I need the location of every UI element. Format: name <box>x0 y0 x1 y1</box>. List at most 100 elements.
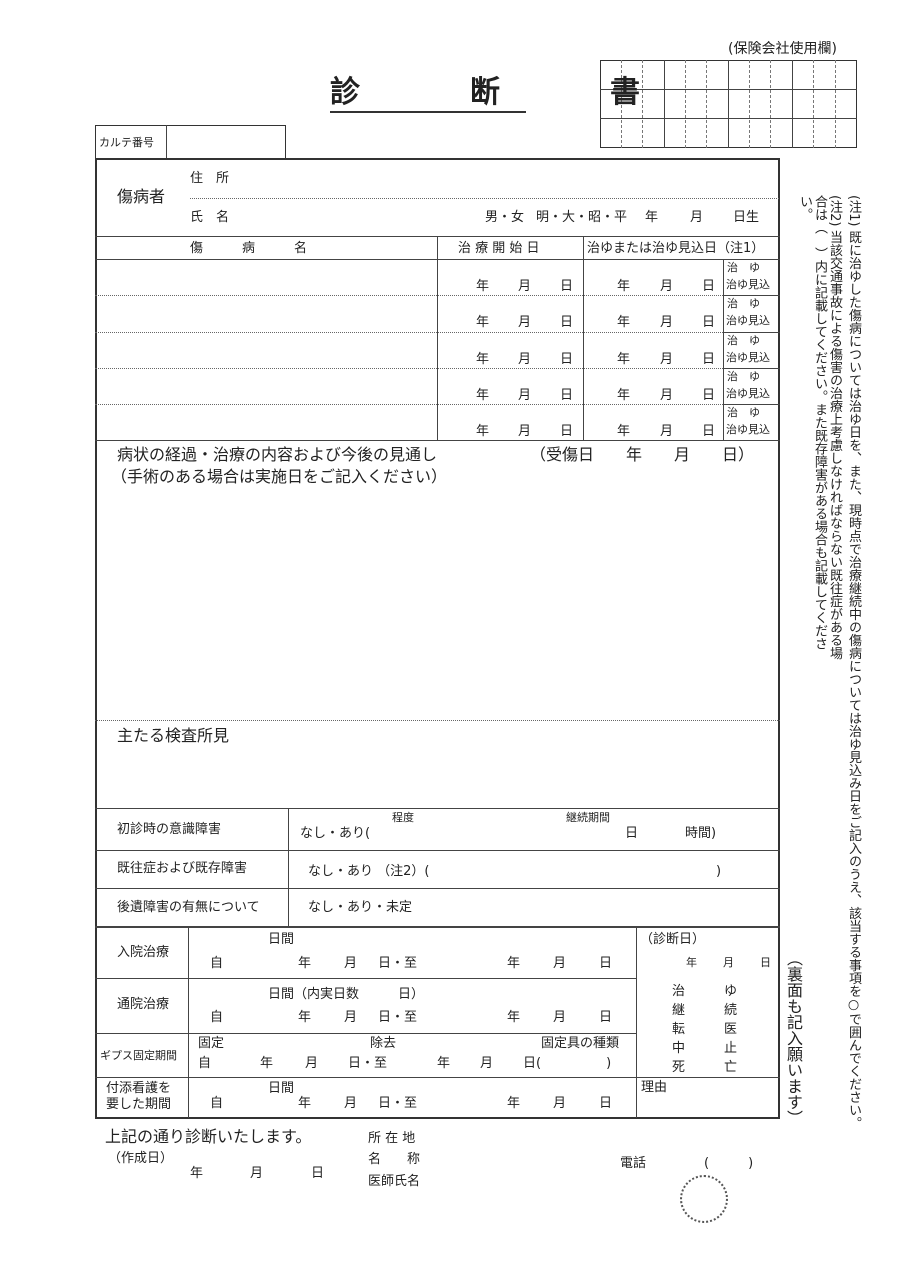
period-m: 月 <box>344 956 358 971</box>
period-y: 年 <box>507 1096 521 1111</box>
cast-from: 自 <box>198 1056 212 1071</box>
period-d: 日 <box>599 1096 613 1111</box>
outcome-options[interactable]: 治 ゆ継 続転 医中 止死 亡 <box>672 984 738 1075</box>
period-d: 日 <box>599 1010 613 1025</box>
seal-mark <box>680 1175 728 1223</box>
name-label: 氏 名 <box>190 210 230 225</box>
cure-option-expected[interactable]: 治ゆ見込 <box>726 387 770 400</box>
date-m: 月 <box>660 424 674 439</box>
injury-name-field[interactable] <box>100 414 430 430</box>
cure-option-cured[interactable]: 治 ゆ <box>727 297 760 310</box>
row-divider <box>723 368 780 369</box>
prior-label: 既往症および既存障害 <box>117 861 248 876</box>
sequelae-label: 後遺障害の有無について <box>117 900 260 915</box>
injury-name-field[interactable] <box>100 342 430 358</box>
date-d: 日 <box>702 352 716 367</box>
period-m: 月 <box>553 956 567 971</box>
back-side-note: （裏面も記入願います） <box>784 950 803 1126</box>
cure-option-expected[interactable]: 治ゆ見込 <box>726 314 770 327</box>
cast-y2: 年 <box>437 1056 451 1071</box>
reason-label: 理由 <box>641 1080 668 1095</box>
page-title: 診 断 書 <box>330 75 680 110</box>
cure-option-expected[interactable]: 治ゆ見込 <box>726 278 770 291</box>
date-m: 月 <box>518 315 532 330</box>
cure-option-cured[interactable]: 治 ゆ <box>727 370 760 383</box>
nursing-label: 付添看護を <box>106 1081 172 1096</box>
treatment-start-header: 治 療 開 始 日 <box>458 241 540 256</box>
injury-name-field[interactable] <box>100 378 430 394</box>
exam-findings-label: 主たる検査所見 <box>117 726 230 745</box>
sequelae-options[interactable]: なし・あり・未定 <box>308 900 413 915</box>
period-m: 月 <box>344 1096 358 1111</box>
cure-option-expected[interactable]: 治ゆ見込 <box>726 351 770 364</box>
phone-label: 電話 <box>620 1156 647 1171</box>
sex-options[interactable]: 男・女 <box>485 210 525 225</box>
date-d: 日 <box>702 315 716 330</box>
date-m: 月 <box>660 352 674 367</box>
period-to: 日・至 <box>378 1010 418 1025</box>
note-2: (注2) 当該交通事故による傷害の治療上考慮しなければならない既往症がある場合は… <box>797 195 842 660</box>
injury-date: （受傷日 年 月 日） <box>530 445 755 464</box>
date-d: 日 <box>560 315 574 330</box>
clinic-address-label: 所 在 地 <box>368 1131 416 1146</box>
date-y: 年 <box>617 279 631 294</box>
injury-name-header: 傷 病 名 <box>190 241 308 256</box>
date-y: 年 <box>476 424 490 439</box>
diag-m: 月 <box>723 956 734 969</box>
period-to: 日・至 <box>378 956 418 971</box>
date-y: 年 <box>617 352 631 367</box>
row-divider <box>723 295 780 296</box>
row-divider <box>95 368 723 369</box>
period-y: 年 <box>298 956 312 971</box>
cast-m2: 月 <box>480 1056 494 1071</box>
cast-to: 日・至 <box>348 1056 388 1071</box>
cast-type: 固定具の種類 <box>541 1036 620 1051</box>
period-d: 日 <box>599 956 613 971</box>
phone-field[interactable]: ( ) <box>704 1156 754 1171</box>
date-m: 月 <box>518 352 532 367</box>
statement: 上記の通り診断いたします。 <box>105 1127 312 1146</box>
period-y: 年 <box>298 1096 312 1111</box>
created-d: 日 <box>311 1166 325 1181</box>
date-d: 日 <box>560 424 574 439</box>
cure-option-cured[interactable]: 治 ゆ <box>727 261 760 274</box>
date-y: 年 <box>476 279 490 294</box>
consciousness-options[interactable]: なし・あり( <box>300 826 371 841</box>
nursing-label-2: 要した期間 <box>106 1097 172 1112</box>
date-m: 月 <box>518 388 532 403</box>
created-y: 年 <box>190 1166 204 1181</box>
diag-d: 日 <box>760 956 771 969</box>
cure-option-cured[interactable]: 治 ゆ <box>727 406 760 419</box>
birth-year: 年 <box>645 210 659 225</box>
created-label: （作成日） <box>108 1151 174 1166</box>
cast-remove: 除去 <box>370 1036 397 1051</box>
prior-options[interactable]: なし・あり （注2）( <box>308 864 430 879</box>
cast-m1: 月 <box>305 1056 319 1071</box>
injury-name-field[interactable] <box>100 269 430 285</box>
cast-y1: 年 <box>260 1056 274 1071</box>
era-options[interactable]: 明・大・昭・平 <box>536 210 628 225</box>
nursing-days: 日間 <box>268 1081 295 1096</box>
outpatient-label: 通院治療 <box>117 997 170 1012</box>
period-from: 自 <box>210 956 224 971</box>
period-from: 自 <box>210 1096 224 1111</box>
date-m: 月 <box>660 279 674 294</box>
date-y: 年 <box>476 352 490 367</box>
address-label: 住 所 <box>190 171 230 186</box>
cure-option-cured[interactable]: 治 ゆ <box>727 334 760 347</box>
cast-type-field: 日( ) <box>523 1056 612 1071</box>
date-y: 年 <box>617 424 631 439</box>
note-1: (注1) 既に治ゆした傷病については治ゆ日を、また、現時点で治療継続中の傷病につ… <box>846 195 861 1130</box>
row-divider <box>95 295 723 296</box>
duration-label: 継続期間 <box>566 811 610 824</box>
address-field[interactable] <box>190 198 779 199</box>
date-y: 年 <box>476 315 490 330</box>
date-y: 年 <box>476 388 490 403</box>
cure-option-expected[interactable]: 治ゆ見込 <box>726 423 770 436</box>
injury-name-field[interactable] <box>100 305 430 321</box>
created-m: 月 <box>250 1166 264 1181</box>
date-d: 日 <box>702 279 716 294</box>
day-label: 日 <box>625 826 639 841</box>
date-m: 月 <box>518 424 532 439</box>
